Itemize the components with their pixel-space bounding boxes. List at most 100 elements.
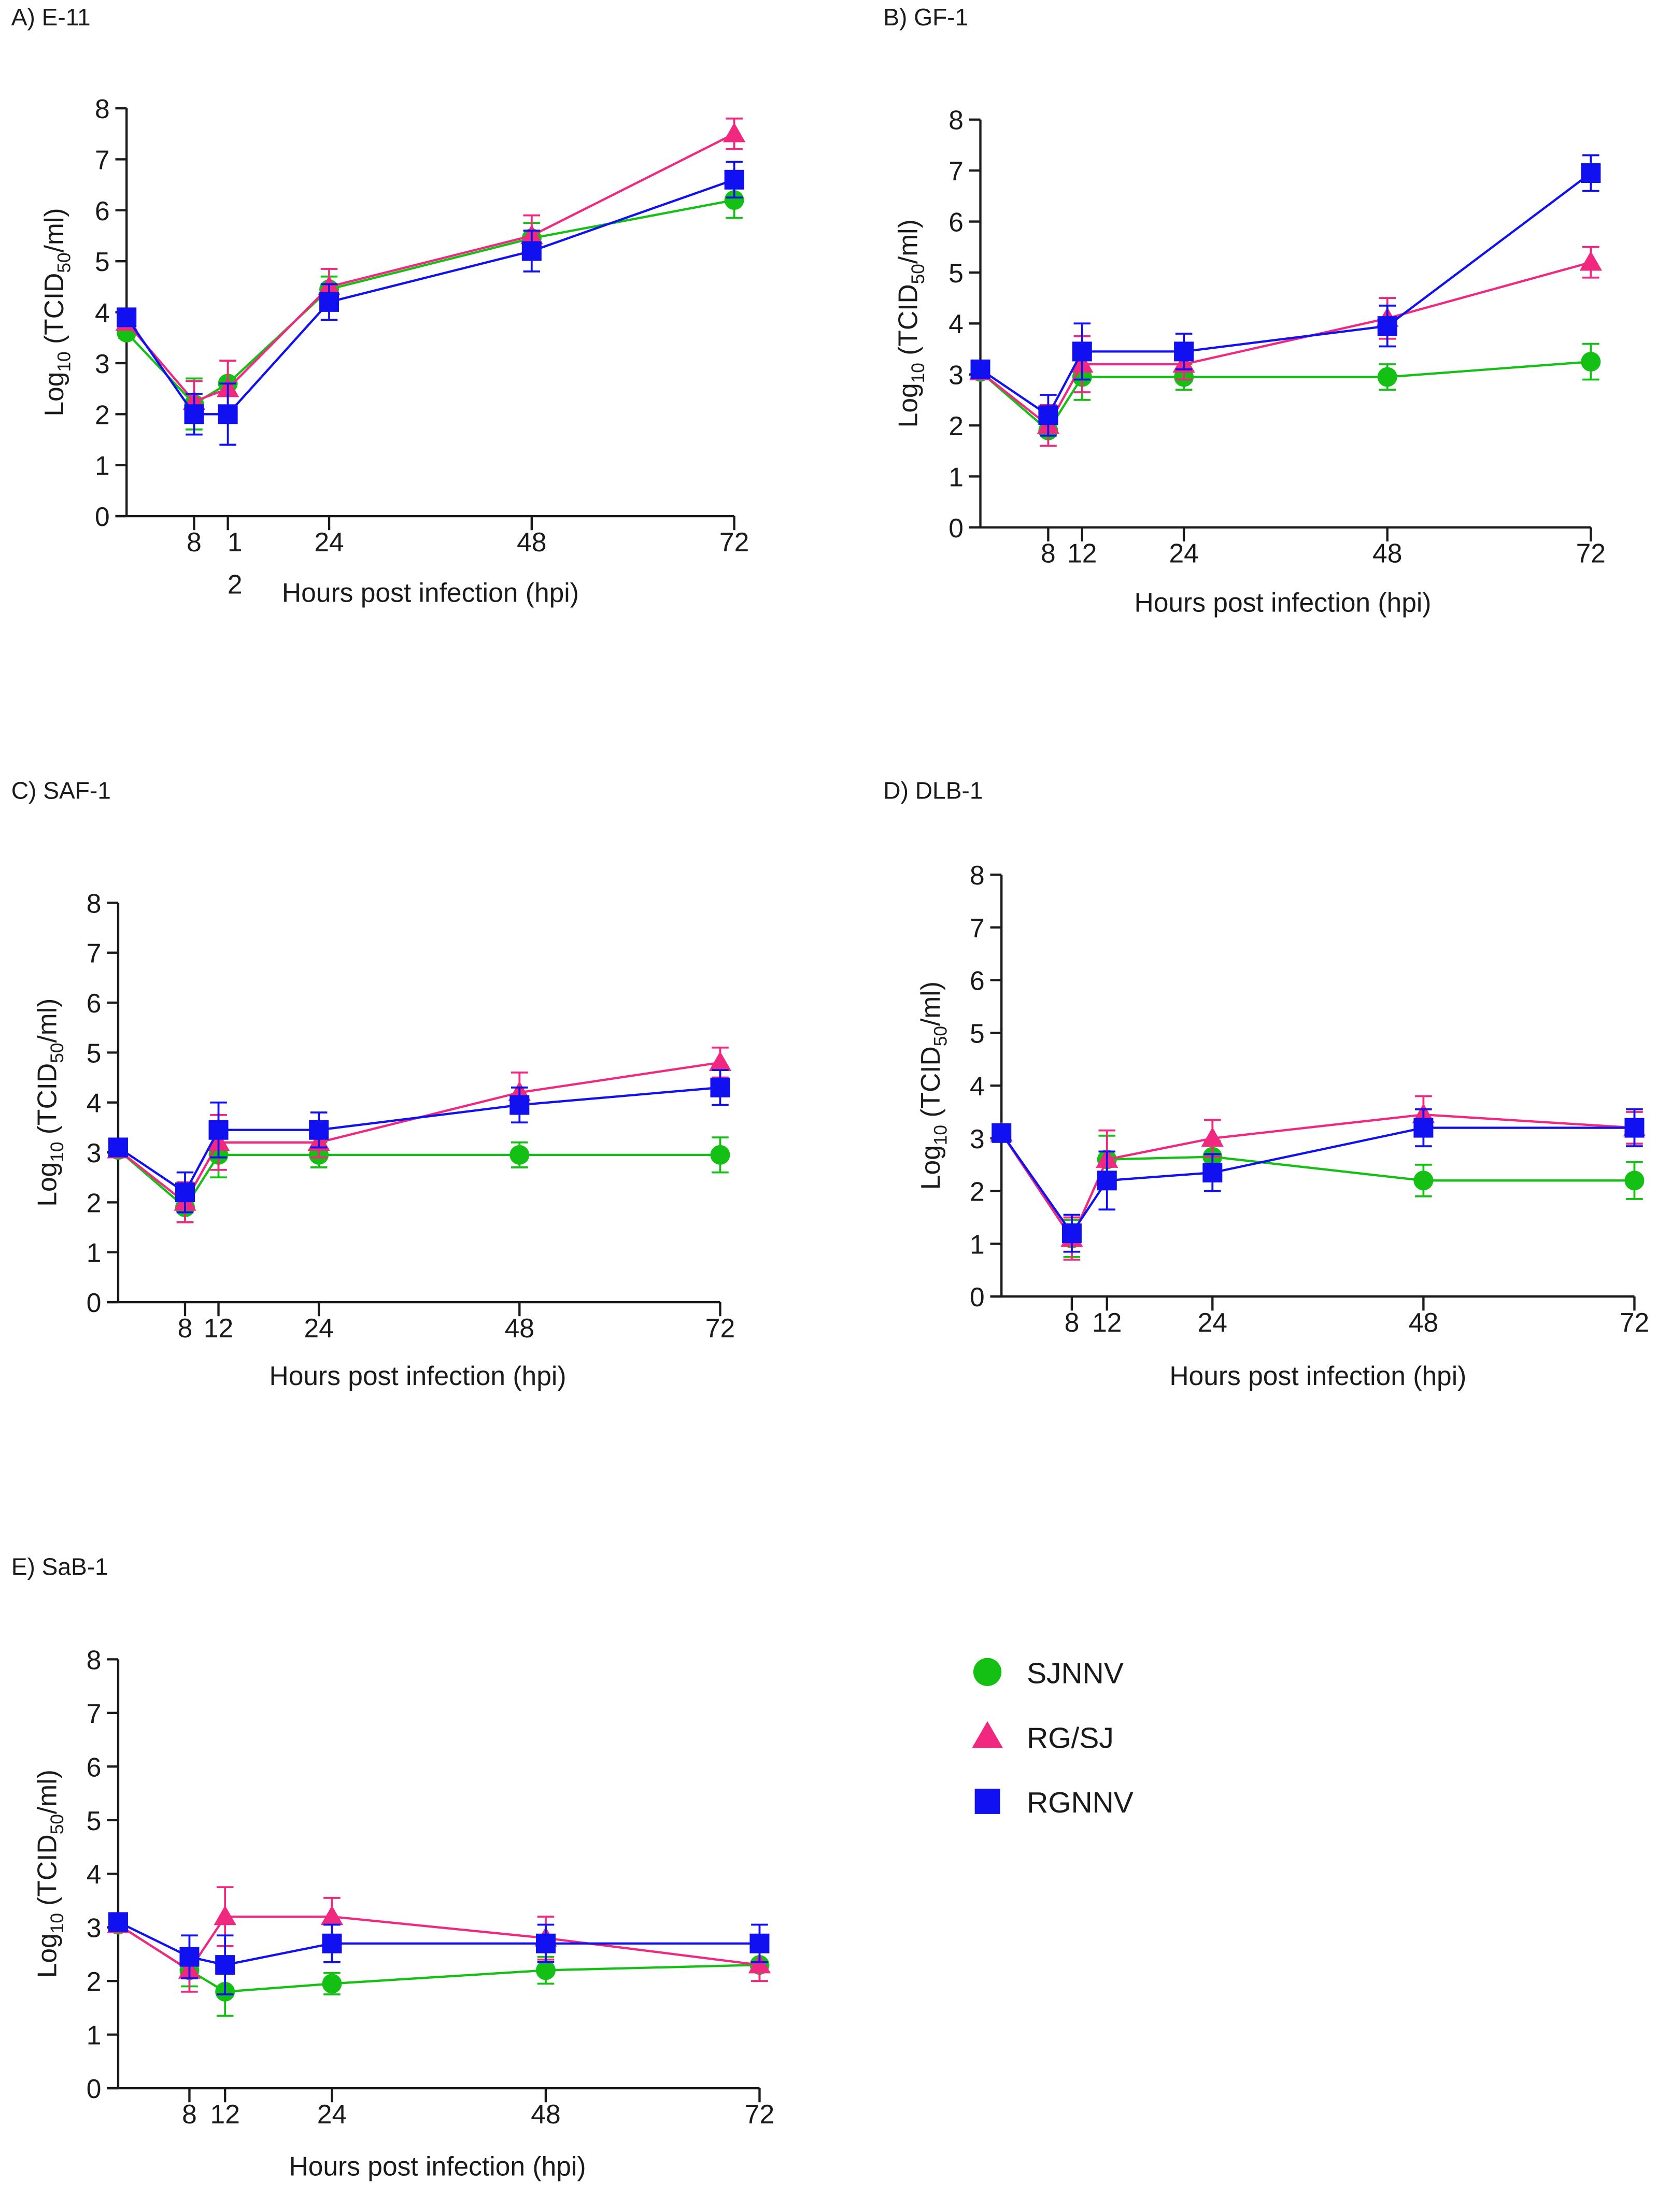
y-axis-label-part: /ml) bbox=[32, 1769, 62, 1814]
legend-item: SJNNV bbox=[973, 1657, 1124, 1690]
data-point bbox=[1581, 352, 1601, 372]
y-axis-label-part: (TCID bbox=[915, 1046, 945, 1125]
y-axis-label: Log10 (TCID50/ml) bbox=[893, 219, 928, 427]
y-tick-label: 1 bbox=[970, 1229, 985, 1259]
y-tick-label: 7 bbox=[948, 156, 964, 186]
y-axis-label: Log10 (TCID50/ml) bbox=[32, 1769, 68, 1978]
y-tick-label: 8 bbox=[970, 860, 985, 890]
y-tick-label: 4 bbox=[970, 1071, 985, 1101]
series-line bbox=[117, 1086, 720, 1194]
series-rgnnv bbox=[970, 154, 1601, 437]
data-point bbox=[709, 1051, 732, 1071]
data-point bbox=[218, 404, 238, 424]
panel-title: A) E-11 bbox=[11, 4, 91, 31]
x-axis-label: Hours post infection (hpi) bbox=[1169, 1361, 1466, 1391]
y-tick-label: 6 bbox=[95, 196, 110, 226]
series-line bbox=[117, 1149, 720, 1209]
y-tick-label: 1 bbox=[948, 462, 964, 492]
data-point bbox=[319, 292, 339, 312]
series-line bbox=[118, 1921, 760, 1966]
data-point bbox=[175, 1182, 195, 1203]
y-tick-label: 7 bbox=[95, 145, 110, 175]
x-tick-label: 24 bbox=[304, 1313, 333, 1343]
y-tick-label: 3 bbox=[948, 360, 964, 390]
y-axis-label: Log10 (TCID50/ml) bbox=[915, 981, 951, 1190]
legend: SJNNV RG/SJ RGNNV bbox=[972, 1657, 1134, 1819]
y-axis-label-part: /ml) bbox=[39, 208, 69, 252]
y-axis-label-part: 10 bbox=[47, 1142, 67, 1162]
data-point bbox=[535, 1933, 556, 1953]
y-tick-label: 3 bbox=[87, 1138, 102, 1168]
series-rgnnv bbox=[992, 1108, 1645, 1253]
x-tick-label: 24 bbox=[317, 2099, 347, 2129]
x-tick-label: 24 bbox=[314, 527, 344, 557]
y-tick-label: 1 bbox=[87, 1238, 102, 1268]
series-rg-sj bbox=[107, 1046, 732, 1223]
y-tick-label: 8 bbox=[87, 888, 102, 918]
x-tick-label: 48 bbox=[1372, 538, 1402, 568]
legend-label: RGNNV bbox=[1027, 1786, 1134, 1819]
y-tick-label: 4 bbox=[87, 1088, 102, 1118]
data-point bbox=[1581, 163, 1601, 183]
data-point bbox=[970, 359, 990, 379]
data-point bbox=[322, 1974, 342, 1994]
data-point bbox=[710, 1145, 730, 1165]
y-axis-label-part: Log bbox=[893, 383, 923, 427]
panel-title: E) SaB-1 bbox=[11, 1553, 108, 1580]
series-line bbox=[117, 1061, 720, 1204]
y-tick-label: 8 bbox=[948, 105, 964, 135]
data-point bbox=[1579, 251, 1603, 271]
y-axis-label-part: Log bbox=[32, 1933, 62, 1978]
series-sjnnv bbox=[108, 1915, 770, 2017]
x-tick-label: 72 bbox=[705, 1313, 735, 1343]
data-point bbox=[748, 1953, 771, 1974]
y-tick-label: 0 bbox=[970, 1282, 985, 1312]
x-tick-label-part: 1 bbox=[228, 527, 243, 557]
series-sjnnv bbox=[117, 181, 744, 431]
data-point bbox=[108, 1137, 128, 1158]
data-point bbox=[724, 190, 744, 210]
x-tick-label: 72 bbox=[1620, 1307, 1649, 1337]
y-axis-label-part: (TCID bbox=[893, 284, 923, 363]
panel-title: C) SAF-1 bbox=[11, 777, 111, 804]
data-point bbox=[724, 169, 744, 190]
data-point bbox=[215, 1955, 235, 1975]
series-rg-sj bbox=[969, 246, 1603, 447]
y-axis-label-part: Log bbox=[32, 1162, 62, 1207]
series-line bbox=[980, 261, 1591, 427]
data-point bbox=[1624, 1118, 1645, 1138]
data-point bbox=[1097, 1171, 1117, 1191]
data-point bbox=[1072, 341, 1092, 362]
series-line bbox=[980, 360, 1591, 433]
y-tick-label: 1 bbox=[87, 2020, 102, 2050]
y-axis-label-part: (TCID bbox=[32, 1834, 62, 1913]
data-point bbox=[1377, 316, 1397, 336]
series-rg-sj bbox=[115, 117, 746, 423]
x-tick-label: 24 bbox=[1198, 1307, 1227, 1337]
y-axis-label-part: 10 bbox=[47, 1913, 67, 1933]
series-line bbox=[125, 178, 735, 416]
data-point bbox=[1413, 1118, 1434, 1138]
x-axis-label: Hours post infection (hpi) bbox=[269, 1361, 566, 1391]
y-axis-label-part: /ml) bbox=[893, 219, 923, 264]
data-point bbox=[992, 1123, 1012, 1143]
x-tick-label: 12 bbox=[1067, 538, 1097, 568]
data-point bbox=[322, 1933, 342, 1953]
y-axis-label: Log10 (TCID50/ml) bbox=[32, 998, 68, 1207]
data-point bbox=[723, 122, 746, 142]
legend-item: RG/SJ bbox=[972, 1721, 1114, 1754]
data-point bbox=[1624, 1171, 1645, 1191]
data-point bbox=[509, 1095, 530, 1115]
series-line bbox=[125, 198, 735, 406]
y-tick-label: 2 bbox=[948, 411, 964, 441]
series-sjnnv bbox=[992, 1123, 1645, 1258]
legend-item: RGNNV bbox=[974, 1786, 1134, 1819]
data-point bbox=[117, 307, 137, 327]
y-axis-label-part: 50 bbox=[930, 1026, 951, 1046]
x-tick-label: 72 bbox=[719, 527, 749, 557]
data-point bbox=[749, 1933, 770, 1953]
